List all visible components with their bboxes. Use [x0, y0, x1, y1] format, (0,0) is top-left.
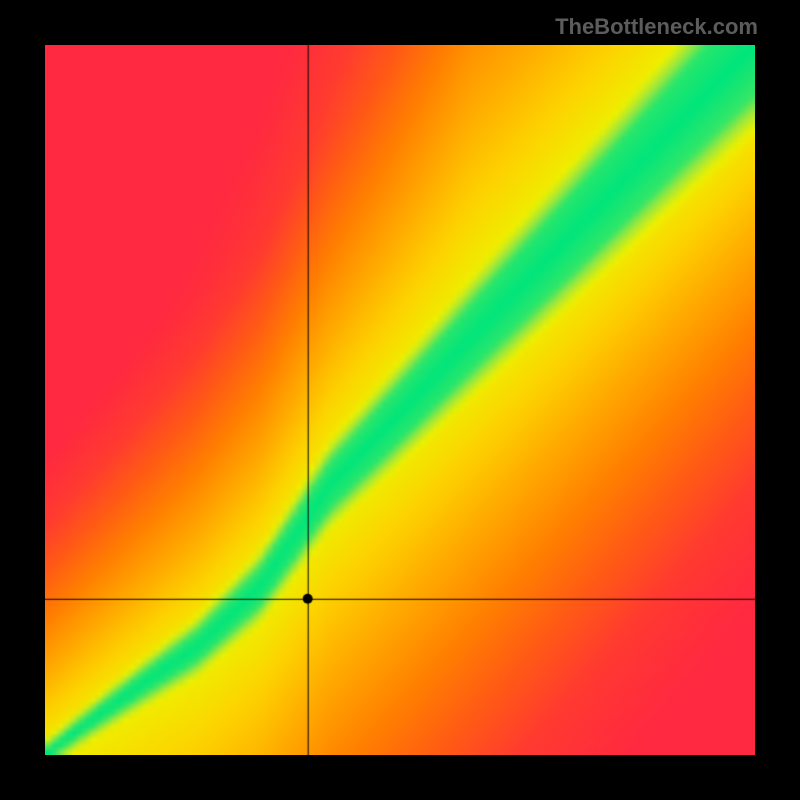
watermark-text: TheBottleneck.com	[555, 14, 758, 40]
crosshair-overlay	[45, 45, 755, 755]
chart-container: TheBottleneck.com	[0, 0, 800, 800]
